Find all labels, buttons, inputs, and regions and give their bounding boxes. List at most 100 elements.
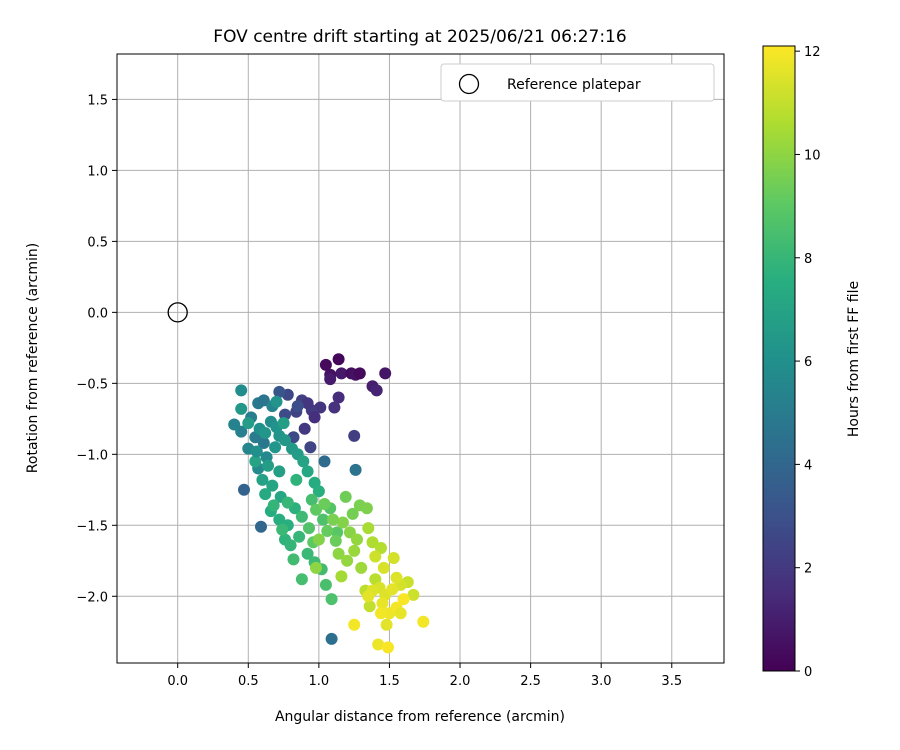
scatter-point — [348, 618, 361, 631]
scatter-point — [349, 463, 362, 476]
scatter-point — [329, 534, 342, 547]
scatter-point — [270, 395, 283, 408]
scatter-point — [249, 455, 262, 468]
y-tick-label: −1.5 — [76, 519, 108, 534]
scatter-point — [363, 600, 376, 613]
scatter-point — [295, 510, 308, 523]
scatter-point — [259, 427, 272, 439]
x-tick-label: 2.0 — [450, 674, 471, 689]
scatter-point — [336, 516, 349, 529]
scatter-point — [277, 417, 290, 430]
scatter-point — [380, 618, 393, 631]
scatter-point — [235, 384, 248, 397]
scatter-point — [348, 544, 361, 557]
colorbar: 0 2 4 6 8 10 12 Hours from first FF file — [762, 45, 862, 680]
colorbar-ticks: 0 2 4 6 8 10 12 — [795, 45, 821, 680]
y-tick-label: 0.5 — [87, 235, 108, 250]
scatter-point — [312, 485, 325, 498]
scatter-point — [360, 502, 373, 515]
scatter-point — [339, 490, 352, 503]
colorbar-label: Hours from first FF file — [846, 281, 862, 437]
scatter-point — [387, 552, 400, 564]
grid — [117, 54, 724, 663]
scatter-point — [291, 400, 304, 413]
scatter-point — [366, 536, 379, 549]
scatter-point — [273, 513, 286, 526]
scatter-point — [324, 373, 337, 386]
scatter-point — [362, 522, 375, 535]
scatter-point — [332, 547, 345, 560]
scatter-point — [327, 513, 339, 526]
scatter-point — [317, 513, 330, 526]
plot-frame — [116, 53, 725, 664]
scatter-point — [255, 520, 267, 533]
scatter-point — [235, 402, 248, 415]
scatter-point — [353, 367, 366, 380]
scatter-point — [325, 632, 338, 645]
x-tick-label: 3.0 — [591, 674, 612, 689]
scatter-point — [351, 533, 363, 546]
y-tick-label: −2.0 — [76, 590, 108, 605]
x-tick-label: 3.5 — [661, 674, 682, 689]
scatter-point — [259, 488, 272, 501]
colorbar-gradient — [762, 45, 796, 672]
scatter-point — [382, 641, 394, 654]
scatter-point — [397, 593, 410, 606]
scatter-point — [355, 561, 368, 574]
scatter-point — [376, 597, 389, 610]
scatter-point — [293, 530, 306, 543]
scatter-point — [297, 455, 310, 468]
scatter-point — [332, 391, 345, 404]
scatter-point — [310, 503, 322, 516]
scatter-point — [287, 553, 300, 566]
scatter-point — [312, 533, 325, 546]
scatter-point — [348, 429, 361, 442]
scatter-point — [319, 358, 332, 371]
scatter-point — [305, 493, 318, 506]
colorbar-tick-label: 12 — [804, 45, 821, 60]
legend: Reference platepar — [440, 63, 715, 102]
scatter-point — [284, 539, 297, 552]
scatter-point — [298, 422, 311, 435]
legend-label: Reference platepar — [507, 77, 641, 93]
scatter-point — [321, 525, 334, 537]
x-tick-label: 1.5 — [379, 674, 400, 689]
scatter-point — [301, 547, 314, 560]
x-tick-label: 0.5 — [238, 674, 259, 689]
scatter-point — [257, 437, 270, 449]
legend-marker-hollow-circle — [458, 73, 480, 95]
colorbar-tick-label: 2 — [804, 562, 812, 577]
scatter-point — [370, 384, 383, 397]
scatter-point — [238, 483, 250, 496]
scatter-point — [273, 385, 286, 398]
reference-marker-layer — [167, 302, 188, 323]
scatter-point — [375, 607, 387, 620]
x-axis-label: Angular distance from reference (arcmin) — [275, 709, 565, 725]
colorbar-tick-label: 10 — [804, 148, 821, 163]
scatter-point — [346, 507, 359, 520]
y-axis-label: Rotation from reference (arcmin) — [25, 243, 41, 473]
scatter-point — [328, 401, 341, 414]
scatter-point — [390, 571, 403, 584]
scatter-point — [257, 394, 270, 407]
scatter-point — [318, 498, 331, 510]
x-tick-label: 0.0 — [167, 674, 188, 689]
scatter-point — [377, 561, 390, 574]
scatter-point — [304, 441, 317, 454]
x-axis-ticks: 0.0 0.5 1.0 1.5 2.0 2.5 3.0 3.5 — [167, 663, 682, 689]
y-tick-label: 1.0 — [87, 164, 108, 179]
y-tick-label: −1.0 — [76, 448, 108, 463]
scatter-point — [379, 367, 392, 380]
y-axis-ticks: −2.0 −1.5 −1.0 −0.5 0.0 0.5 1.0 1.5 — [76, 93, 117, 605]
scatter-point — [375, 542, 387, 554]
scatter-point — [369, 550, 382, 563]
legend-box — [440, 63, 715, 102]
scatter-point — [301, 465, 314, 478]
colorbar-tick-label: 6 — [804, 355, 812, 370]
scatter-point — [394, 607, 407, 620]
scatter-point — [335, 570, 348, 583]
scatter-point — [273, 465, 286, 478]
colorbar-tick-label: 0 — [804, 665, 812, 680]
data-points — [228, 353, 430, 654]
